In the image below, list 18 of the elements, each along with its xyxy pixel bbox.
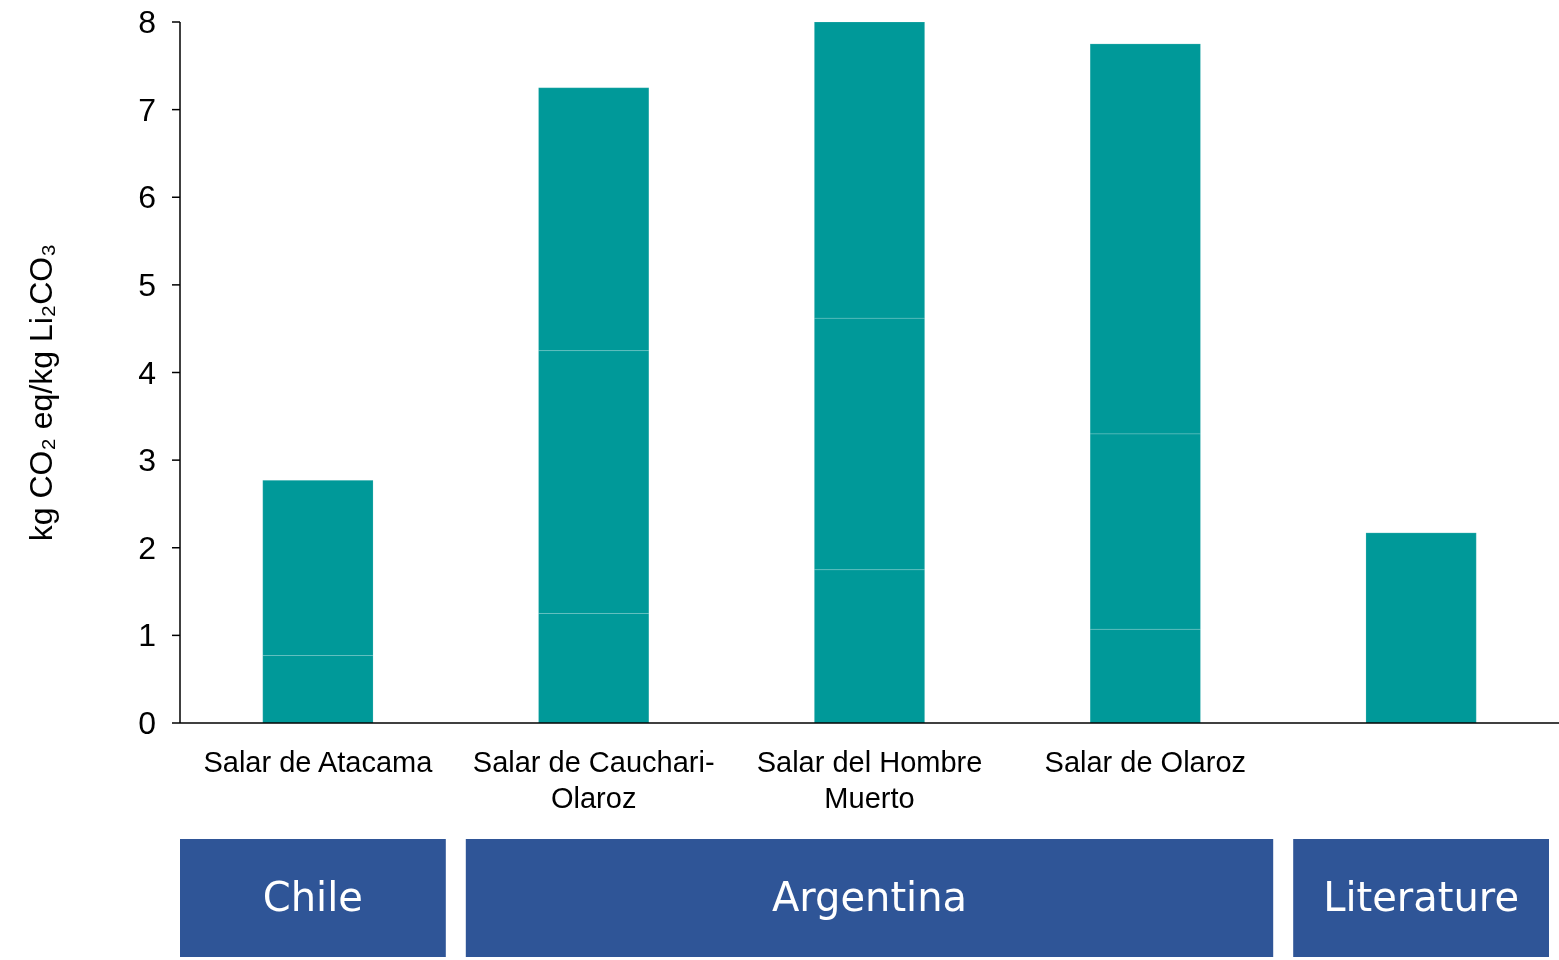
bar <box>1365 532 1477 724</box>
y-tick-label: 4 <box>138 354 156 391</box>
text: Chile <box>262 874 363 920</box>
x-tick-label: Salar de Olaroz <box>1044 746 1247 778</box>
y-tick-label: 5 <box>138 266 156 303</box>
y-tick-label: 2 <box>138 529 156 566</box>
x-tick-label: Salar de Cauchari-Olaroz <box>472 746 715 814</box>
y-tick-label: 0 <box>138 705 156 741</box>
y-tick-label: 8 <box>138 4 156 40</box>
y-tick-label: 3 <box>138 442 156 479</box>
text: Argentina <box>771 874 968 920</box>
text: Literature <box>1323 874 1520 920</box>
y-tick-label: 1 <box>138 617 156 654</box>
y-axis-title: kg CO₂ eq/kg Li₂CO₃ <box>23 243 59 542</box>
y-tick-label: 6 <box>138 179 156 216</box>
x-tick-label: Salar de Atacama <box>203 746 434 778</box>
y-tick-label: 7 <box>138 91 156 128</box>
x-tick-label: Salar del Hombre Muerto <box>756 746 983 814</box>
